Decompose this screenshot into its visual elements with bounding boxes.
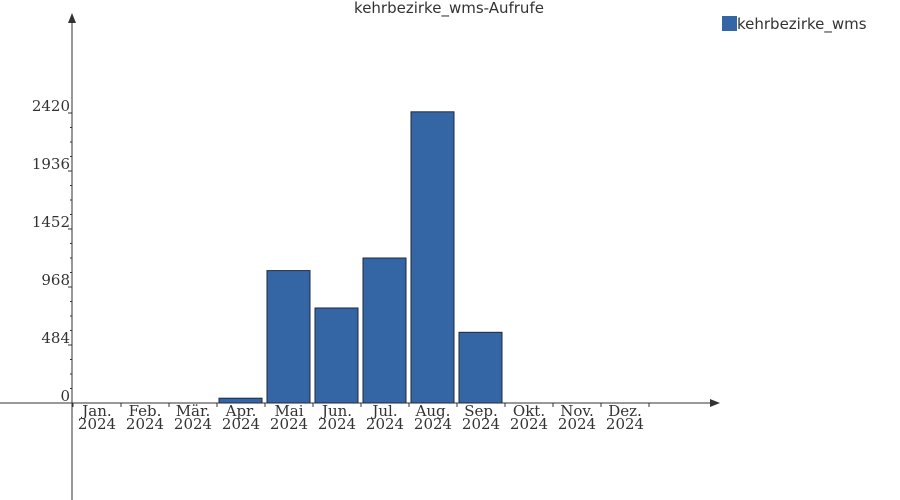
- bar: [458, 331, 503, 404]
- x-tick-label: Mai 2024: [270, 402, 308, 433]
- y-tick-label: 0: [60, 387, 70, 405]
- x-tick-label: Jan. 2024: [78, 402, 116, 433]
- x-tick-label-year: 2024: [558, 415, 596, 433]
- x-tick-label-month: Nov.: [560, 402, 594, 420]
- x-tick-label-month: Dez.: [608, 402, 642, 420]
- legend: kehrbezirke_wms: [722, 15, 867, 34]
- bar: [218, 397, 263, 404]
- x-tick-label: Nov. 2024: [558, 402, 596, 433]
- x-tick-label-year: 2024: [414, 415, 452, 433]
- x-tick-label-month: Aug.: [415, 402, 451, 420]
- x-tick-label: Sep. 2024: [462, 402, 500, 433]
- x-tick-label-month: Jun.: [320, 402, 352, 420]
- x-tick-label-month: Apr.: [225, 402, 257, 420]
- x-tick-label-year: 2024: [606, 415, 644, 433]
- x-tick-label: Mär. 2024: [174, 402, 212, 433]
- x-tick-label: Aug. 2024: [414, 402, 452, 433]
- x-tick-label: Feb. 2024: [126, 402, 164, 433]
- x-tick-label-year: 2024: [510, 415, 548, 433]
- x-axis-arrow: [710, 399, 720, 407]
- bars: [218, 111, 503, 404]
- x-tick-label-year: 2024: [126, 415, 164, 433]
- y-axis-arrow: [68, 13, 76, 23]
- x-tick-label-year: 2024: [174, 415, 212, 433]
- x-tick-label: Jul. 2024: [366, 402, 404, 433]
- x-tick-label-year: 2024: [222, 415, 260, 433]
- legend-swatch: [722, 16, 737, 31]
- y-tick-label: 968: [41, 271, 70, 289]
- x-tick-label-year: 2024: [78, 415, 116, 433]
- x-tick-label: Okt. 2024: [510, 402, 548, 433]
- x-tick-label: Jun. 2024: [318, 402, 356, 433]
- x-tick-label: Apr. 2024: [222, 402, 260, 433]
- y-tick-label: 1936: [32, 155, 70, 173]
- y-tick-label: 484: [41, 329, 70, 347]
- x-tick-label-month: Mär.: [176, 402, 211, 420]
- y-tick-label: 1452: [32, 213, 70, 231]
- x-tick-label-month: Sep.: [464, 402, 498, 420]
- bar: [410, 111, 455, 404]
- legend-label: kehrbezirke_wms: [737, 15, 867, 34]
- y-tick-label: 2420: [32, 97, 70, 115]
- bar: [314, 307, 359, 404]
- x-tick-label-month: Jan.: [80, 402, 111, 420]
- x-tick-label-year: 2024: [462, 415, 500, 433]
- x-tick-label: Dez. 2024: [606, 402, 644, 433]
- x-tick-label-year: 2024: [318, 415, 356, 433]
- chart-title: kehrbezirke_wms-Aufrufe: [354, 0, 544, 18]
- bar: [266, 270, 311, 404]
- x-tick-label-month: Feb.: [129, 402, 162, 420]
- y-tick-labels: 0 484 968 1452 1936 2420: [32, 97, 70, 405]
- x-tick-label-month: Okt.: [513, 402, 545, 420]
- x-tick-label-month: Jul.: [370, 402, 397, 420]
- x-tick-label-year: 2024: [270, 415, 308, 433]
- x-tick-label-month: Mai: [274, 402, 303, 420]
- x-tick-label-year: 2024: [366, 415, 404, 433]
- bar: [362, 257, 407, 404]
